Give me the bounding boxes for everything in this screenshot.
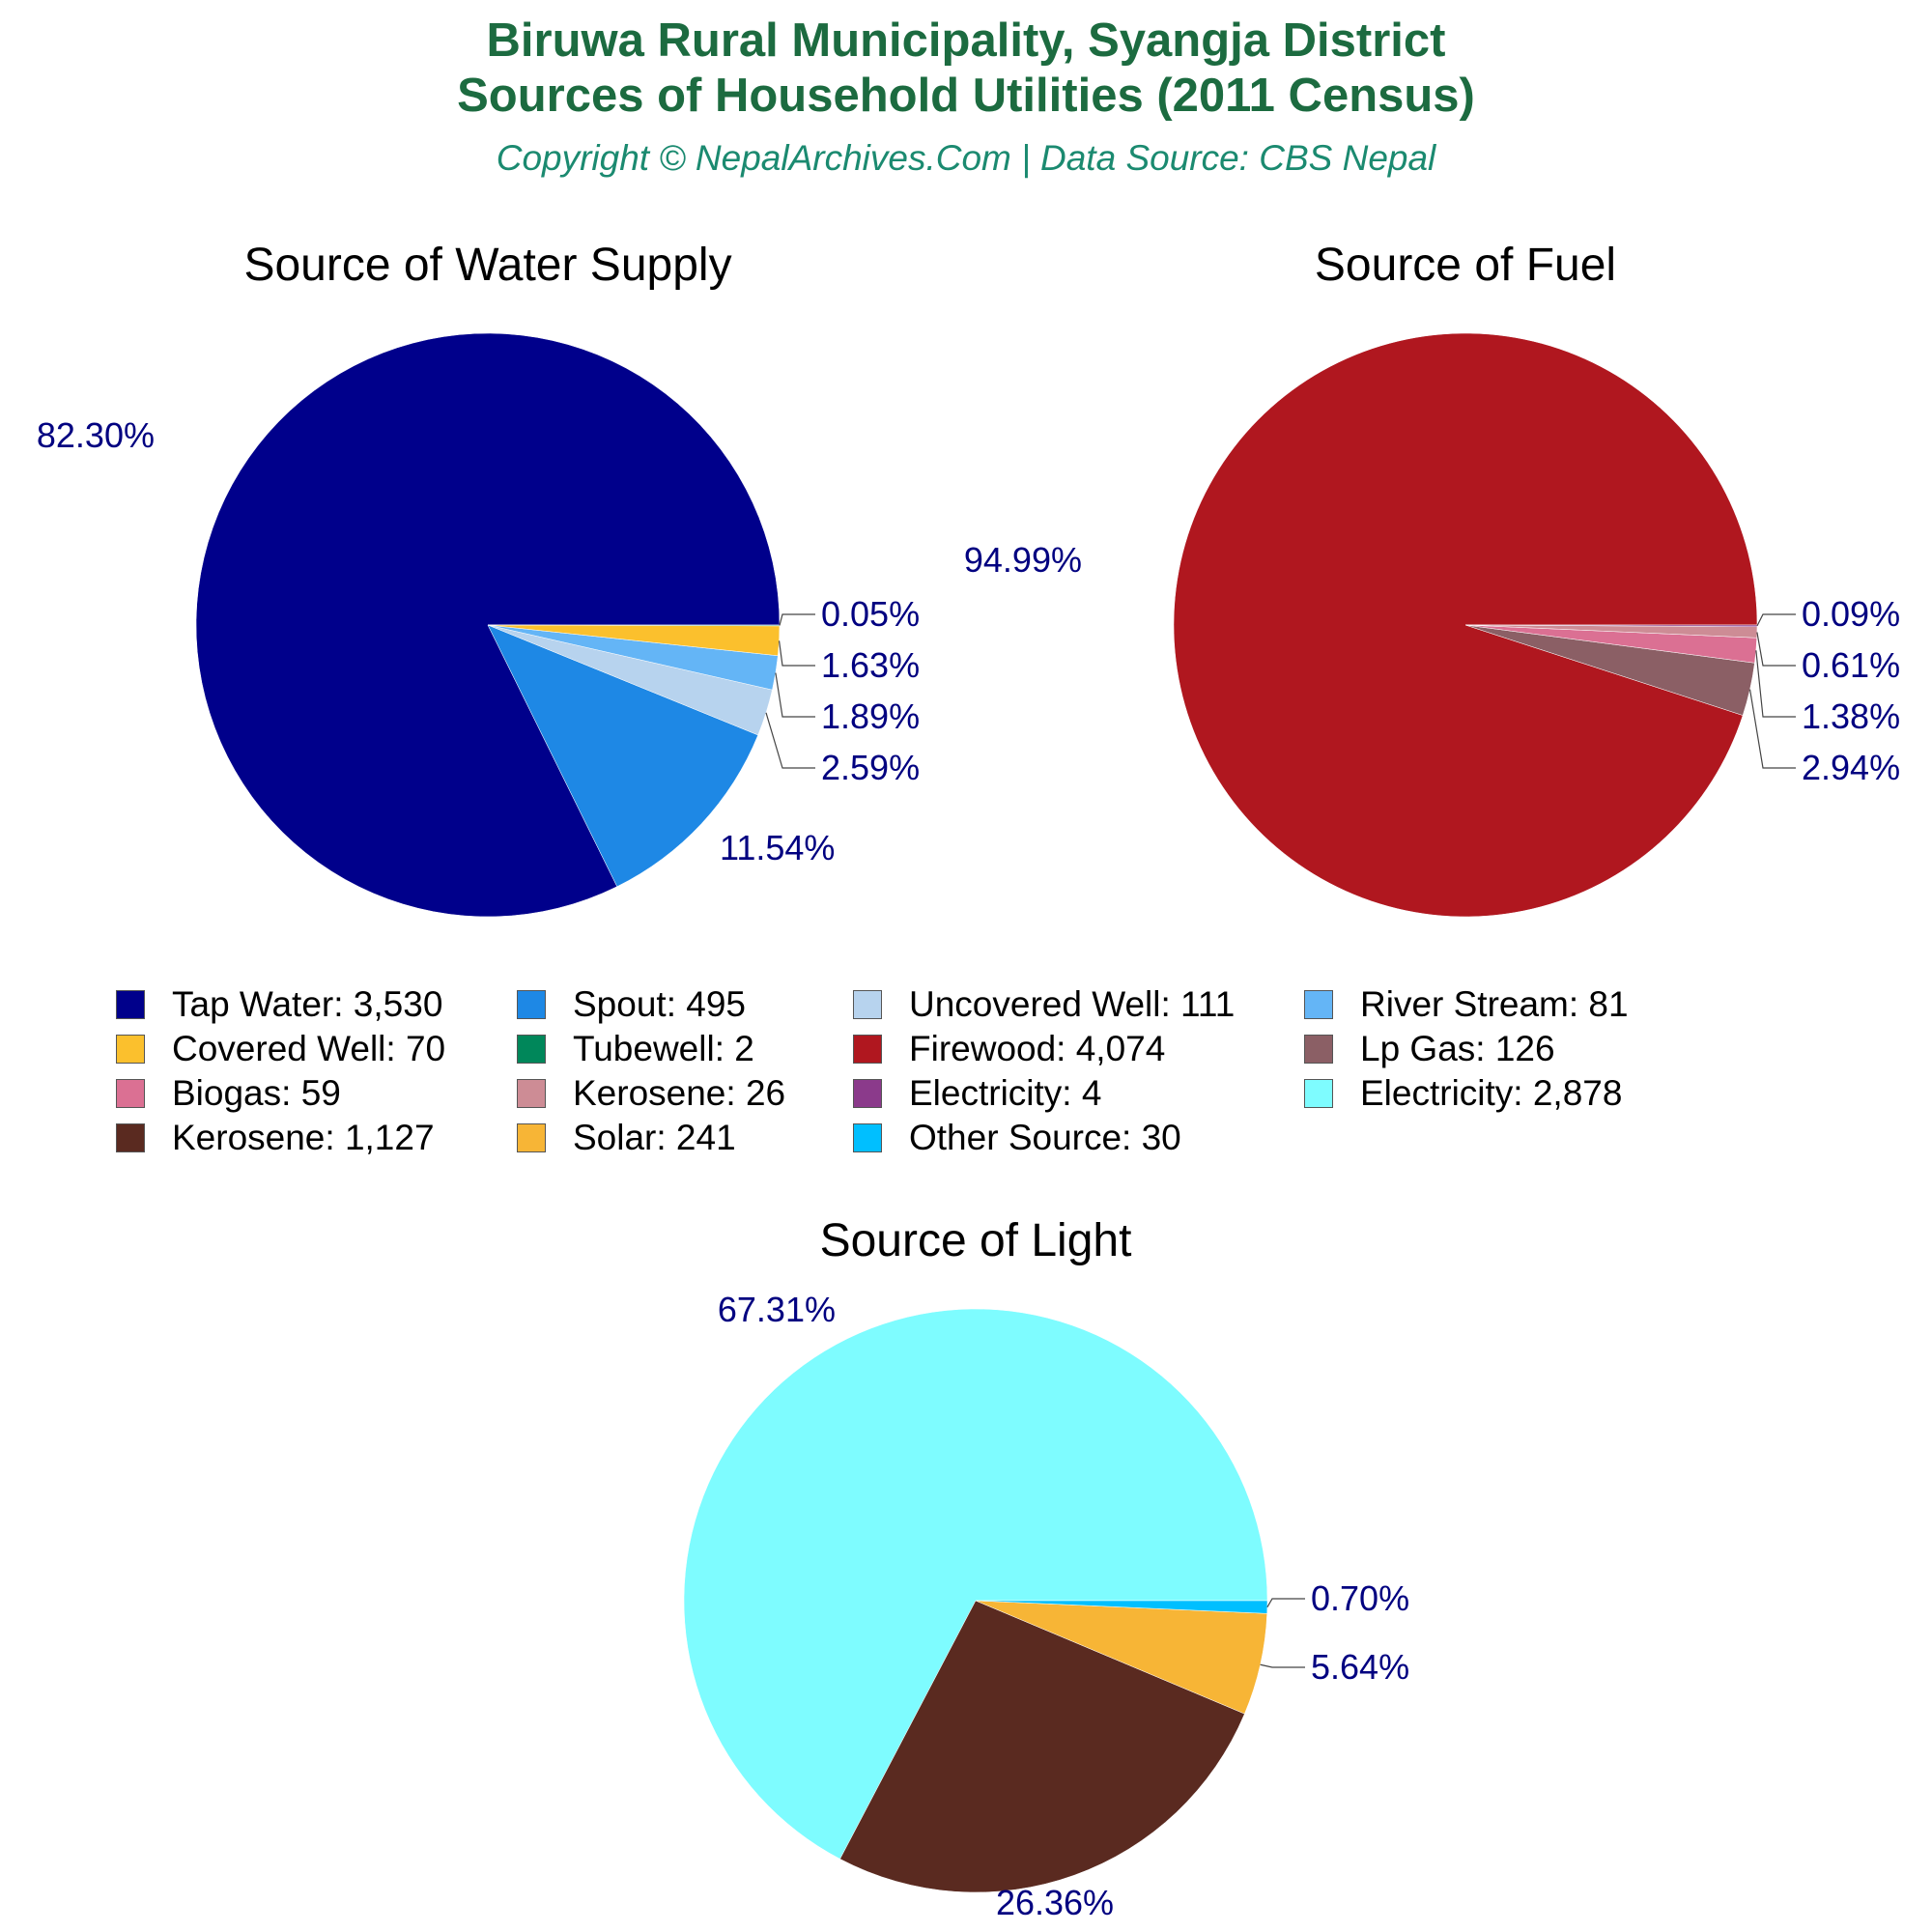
- legend-item: Kerosene: 26: [517, 1072, 785, 1115]
- legend-swatch: [1304, 990, 1333, 1019]
- subtitle: Copyright © NepalArchives.Com | Data Sou…: [496, 138, 1436, 178]
- legend-label: Firewood: 4,074: [909, 1029, 1166, 1068]
- legend-label: Solar: 241: [573, 1118, 736, 1157]
- main-title-line-1: Biruwa Rural Municipality, Syangja Distr…: [486, 14, 1446, 67]
- legend-label: Biogas: 59: [172, 1073, 341, 1113]
- slice-percent-label: 0.05%: [821, 594, 920, 634]
- pie-slice: [683, 1308, 1268, 1860]
- legend-label: River Stream: 81: [1360, 984, 1629, 1024]
- leader-line: [779, 613, 815, 626]
- slice-percent-label: 82.30%: [37, 415, 155, 455]
- legend-swatch: [853, 1079, 882, 1108]
- legend-label: Electricity: 2,878: [1360, 1073, 1623, 1113]
- legend-item: Uncovered Well: 111: [853, 983, 1235, 1026]
- leader-line: [1756, 632, 1796, 667]
- legend-label: Electricity: 4: [909, 1073, 1102, 1113]
- legend-label: Kerosene: 1,127: [172, 1118, 435, 1157]
- legend-item: Tubewell: 2: [517, 1028, 754, 1070]
- legend-label: Lp Gas: 126: [1360, 1029, 1555, 1068]
- leader-line: [1748, 689, 1796, 769]
- legend-swatch: [853, 1123, 882, 1152]
- legend-item: Firewood: 4,074: [853, 1028, 1165, 1070]
- legend-item: Spout: 495: [517, 983, 746, 1026]
- legend-label: Kerosene: 26: [573, 1073, 786, 1113]
- slice-percent-label: 1.89%: [821, 696, 920, 736]
- leader-line: [1756, 613, 1796, 627]
- legend-item: Other Source: 30: [853, 1117, 1181, 1159]
- slice-percent-label: 5.64%: [1311, 1647, 1409, 1687]
- legend-item: Kerosene: 1,127: [116, 1117, 435, 1159]
- slice-percent-label: 67.31%: [718, 1290, 836, 1329]
- title-block: Biruwa Rural Municipality, Syangja Distr…: [0, 14, 1932, 180]
- chart-title: Source of Water Supply: [243, 240, 731, 291]
- leader-line: [1755, 650, 1796, 718]
- slice-percent-label: 0.70%: [1311, 1578, 1409, 1618]
- legend-item: Electricity: 2,878: [1304, 1072, 1622, 1115]
- leader-line: [778, 640, 815, 667]
- chart-title: Source of Light: [820, 1215, 1132, 1266]
- legend-label: Tubewell: 2: [573, 1029, 754, 1068]
- slice-percent-label: 94.99%: [964, 540, 1082, 580]
- pie-slice: [487, 624, 759, 888]
- legend-swatch: [517, 1079, 546, 1108]
- slice-percent-label: 2.59%: [821, 748, 920, 787]
- slice-percent-label: 2.94%: [1802, 748, 1900, 787]
- legend-swatch: [116, 1123, 145, 1152]
- legend-swatch: [116, 1035, 145, 1064]
- legend-item: Lp Gas: 126: [1304, 1028, 1555, 1070]
- legend-swatch: [517, 990, 546, 1019]
- leader-line: [1260, 1663, 1305, 1668]
- slice-percent-label: 0.61%: [1802, 645, 1900, 685]
- slice-percent-label: 0.09%: [1802, 594, 1900, 634]
- legend-swatch: [853, 990, 882, 1019]
- legend-item: Solar: 241: [517, 1117, 736, 1159]
- leader-line: [775, 672, 815, 718]
- slice-percent-label: 1.38%: [1802, 696, 1900, 736]
- legend-label: Other Source: 30: [909, 1118, 1181, 1157]
- legend-swatch: [116, 990, 145, 1019]
- legend-item: Biogas: 59: [116, 1072, 341, 1115]
- chart-title: Source of Fuel: [1315, 240, 1616, 291]
- legend-swatch: [1304, 1035, 1333, 1064]
- main-title-line-2: Sources of Household Utilities (2011 Cen…: [457, 70, 1475, 122]
- legend-swatch: [116, 1079, 145, 1108]
- leader-line: [765, 712, 815, 769]
- pie-slice: [839, 1600, 1245, 1893]
- legend-label: Covered Well: 70: [172, 1029, 446, 1068]
- legend-label: Uncovered Well: 111: [909, 984, 1236, 1024]
- legend-swatch: [517, 1035, 546, 1064]
- legend-label: Spout: 495: [573, 984, 746, 1024]
- slice-percent-label: 1.63%: [821, 645, 920, 685]
- legend-label: Tap Water: 3,530: [172, 984, 443, 1024]
- slice-percent-label: 26.36%: [996, 1883, 1114, 1922]
- legend-item: Electricity: 4: [853, 1072, 1101, 1115]
- legend-swatch: [853, 1035, 882, 1064]
- slice-percent-label: 11.54%: [720, 828, 835, 867]
- leader-line: [1266, 1598, 1305, 1607]
- legend-item: River Stream: 81: [1304, 983, 1629, 1026]
- legend-item: Covered Well: 70: [116, 1028, 445, 1070]
- legend-swatch: [517, 1123, 546, 1152]
- legend-item: Tap Water: 3,530: [116, 983, 442, 1026]
- legend-swatch: [1304, 1079, 1333, 1108]
